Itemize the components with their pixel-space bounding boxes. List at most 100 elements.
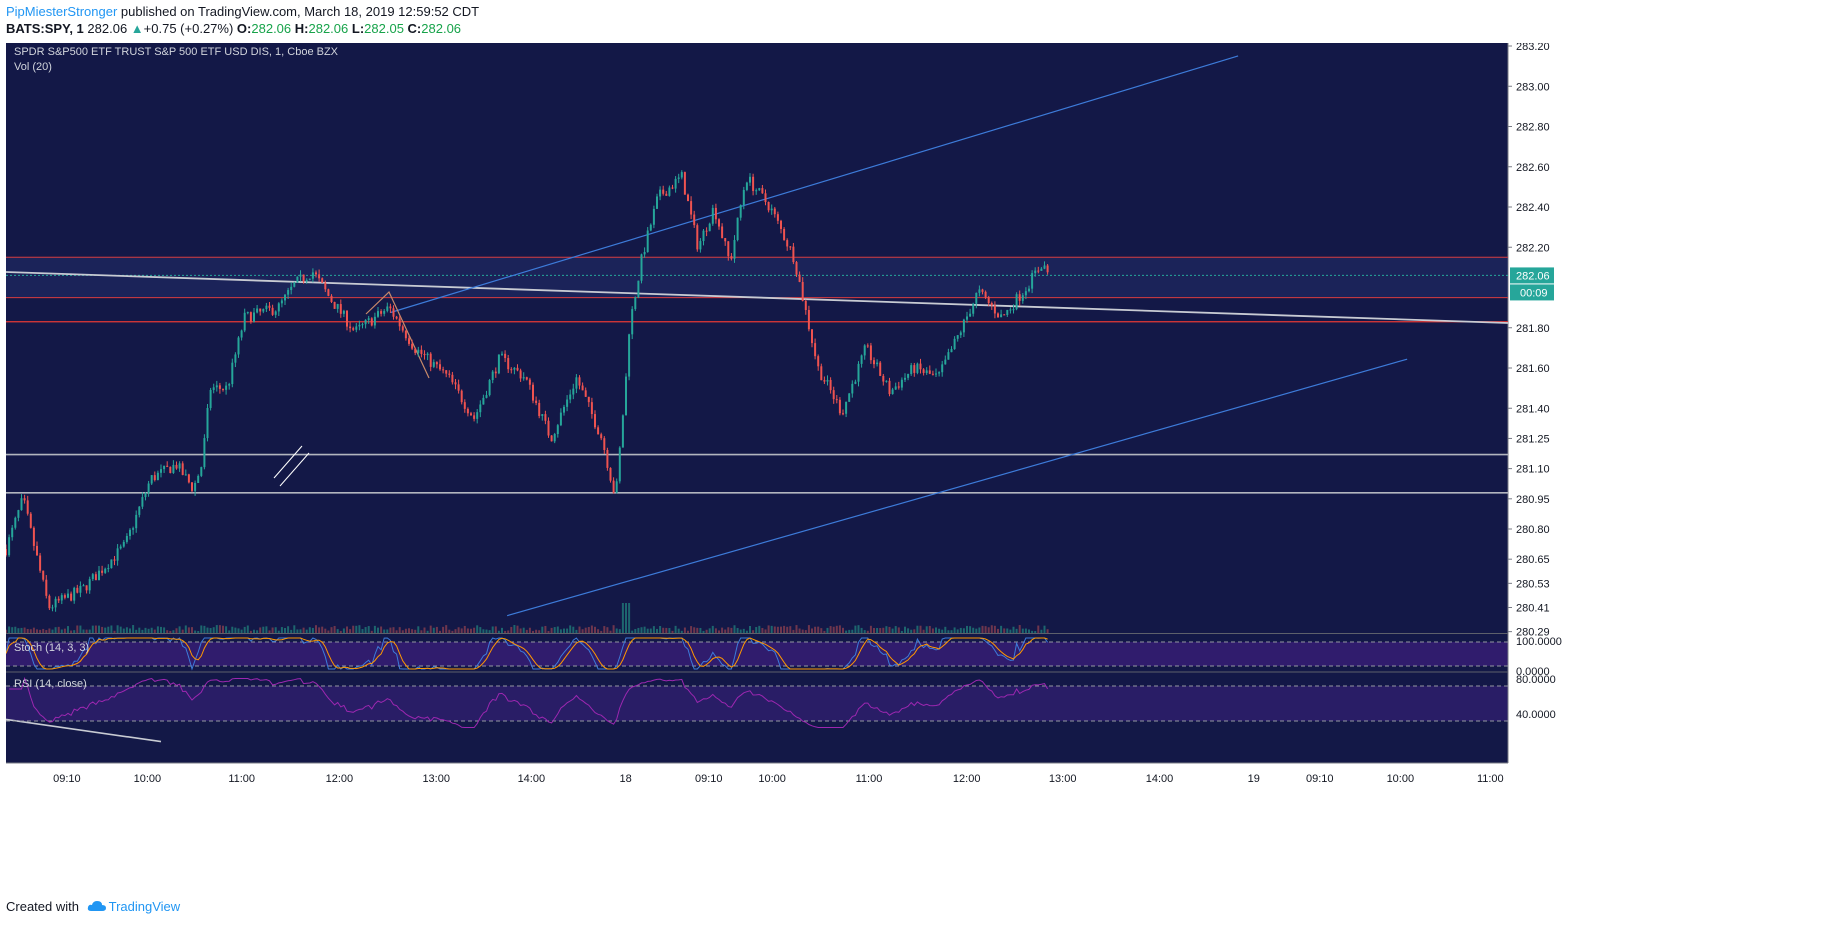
volume-bar <box>262 626 265 633</box>
stoch-d-line <box>6 637 1048 670</box>
volume-bar <box>445 625 448 633</box>
volume-bar <box>79 625 82 633</box>
high-value: 282.06 <box>308 21 349 36</box>
candle-body <box>39 555 42 571</box>
volume-bar <box>640 627 643 633</box>
candle-body <box>349 326 352 329</box>
author-link[interactable]: PipMiesterStronger <box>6 4 118 19</box>
volume-bar <box>975 628 978 633</box>
chart-container[interactable]: SPDR S&P500 ETF TRUST S&P 500 ETF USD DI… <box>6 43 1828 891</box>
candle-body <box>262 309 265 312</box>
candle-body <box>395 316 398 319</box>
volume-bar <box>466 628 469 633</box>
candle-body <box>253 312 255 322</box>
candle-body <box>88 579 91 591</box>
volume-bar <box>32 627 35 633</box>
candle-body <box>274 311 277 315</box>
volume-bar <box>978 627 981 633</box>
candle-body <box>646 230 649 253</box>
volume-bar <box>460 628 463 633</box>
candle-body <box>919 363 922 370</box>
candle-body <box>73 587 76 601</box>
candle-body <box>1012 309 1015 311</box>
candle-body <box>705 230 708 232</box>
volume-bar <box>513 625 516 633</box>
candle-body <box>690 201 693 215</box>
candle-body <box>826 379 829 382</box>
candle-body <box>888 380 891 395</box>
volume-bar <box>23 627 26 633</box>
volume-bar <box>507 630 510 633</box>
candle-body <box>29 513 32 528</box>
volume-bar <box>649 628 652 633</box>
stoch-label: Stoch (14, 3, 3) <box>14 642 89 654</box>
candle-body <box>569 394 572 400</box>
candle-body <box>925 370 928 373</box>
candle-body <box>656 196 658 209</box>
volume-bar <box>1012 626 1015 633</box>
candle-body <box>321 278 324 283</box>
volume-bar <box>178 626 181 633</box>
candle-body <box>727 241 730 257</box>
candle-body <box>401 326 404 331</box>
candle-body <box>612 480 615 493</box>
candle-body <box>959 332 962 336</box>
candle-body <box>494 371 497 374</box>
price-tick-label: 283.20 <box>1516 43 1550 53</box>
volume-bar <box>435 626 438 633</box>
candle-body <box>389 306 392 309</box>
candle-body <box>941 364 944 373</box>
volume-bar <box>525 629 528 633</box>
volume-bar <box>101 626 104 633</box>
time-tick-label: 10:00 <box>134 773 162 785</box>
candle-body <box>218 385 221 389</box>
candle-body <box>885 380 888 382</box>
candle-body <box>835 399 838 401</box>
volume-bar <box>29 629 32 633</box>
candle-body <box>386 306 389 311</box>
tradingview-brand-link[interactable]: TradingView <box>108 899 181 914</box>
volume-bar <box>900 630 903 633</box>
candle-body <box>426 353 429 356</box>
candle-body <box>36 545 38 556</box>
candle-body <box>23 498 26 501</box>
volume-bar <box>714 628 717 633</box>
volume-bar <box>392 627 395 633</box>
chart-svg[interactable]: SPDR S&P500 ETF TRUST S&P 500 ETF USD DI… <box>6 43 1828 891</box>
volume-bar <box>231 626 234 633</box>
volume-bar <box>259 627 262 633</box>
volume-bar <box>885 626 888 633</box>
candle-body <box>997 313 999 318</box>
volume-bar <box>764 629 767 633</box>
candle-body <box>156 472 159 481</box>
volume-bar <box>1018 625 1021 633</box>
volume-bar <box>705 629 708 633</box>
volume-bar <box>606 627 609 633</box>
volume-bar <box>916 625 919 633</box>
volume-bar <box>749 625 751 633</box>
candle-body <box>119 546 122 549</box>
candle-body <box>132 528 135 530</box>
candle-body <box>649 224 652 231</box>
volume-bar <box>553 627 556 633</box>
volume-bar <box>293 625 296 633</box>
volume-bar <box>166 630 169 633</box>
candle-body <box>1031 273 1034 289</box>
candle-body <box>962 319 965 333</box>
rsi-band <box>6 686 1508 721</box>
candle-body <box>680 172 683 178</box>
candle-body <box>668 187 671 196</box>
candle-body <box>854 381 857 384</box>
chart-title: SPDR S&P500 ETF TRUST S&P 500 ETF USD DI… <box>14 46 339 58</box>
candle-body <box>1043 265 1046 269</box>
candle-body <box>470 413 472 416</box>
volume-bar <box>1006 628 1009 633</box>
candle-body <box>101 570 104 573</box>
volume-bar <box>63 628 66 633</box>
candle-body <box>442 369 445 371</box>
candle-body <box>392 308 395 317</box>
volume-bar <box>863 630 866 633</box>
volume-bar <box>6 629 7 633</box>
candle-body <box>724 238 727 242</box>
candle-body <box>234 354 237 363</box>
